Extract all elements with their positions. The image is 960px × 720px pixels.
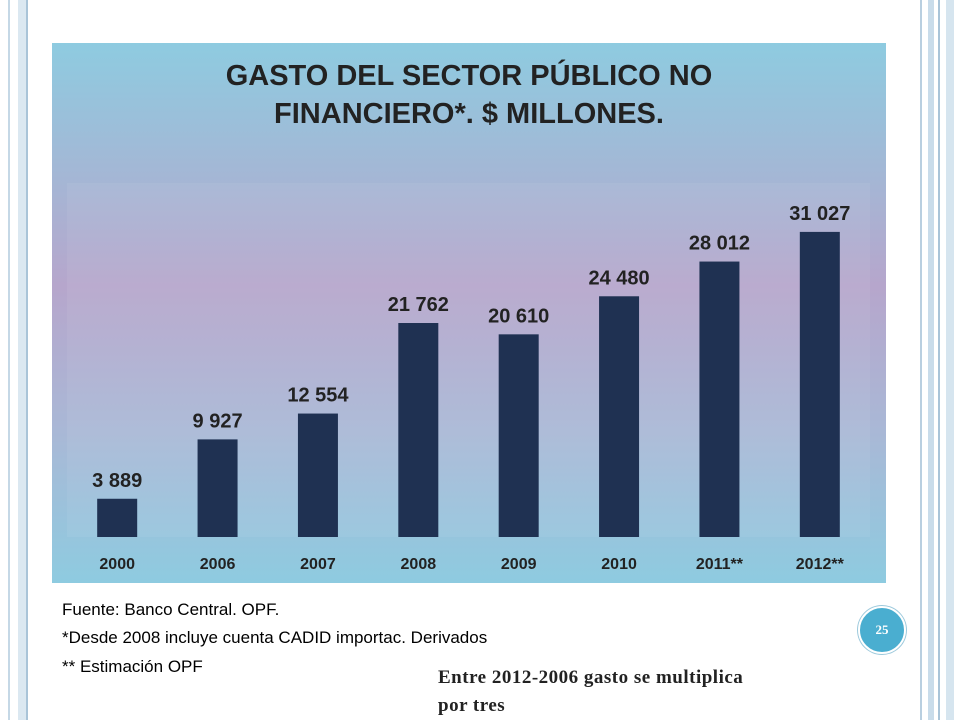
conclusion-note: Entre 2012-2006 gasto se multiplica por … (438, 667, 744, 716)
chart-title: GASTO DEL SECTOR PÚBLICO NO FINANCIERO*.… (52, 57, 886, 133)
slide-left-border (0, 0, 28, 720)
data-label-2008: 21 762 (388, 294, 449, 316)
data-label-2006: 9 927 (193, 410, 243, 432)
data-label-2010: 24 480 (588, 267, 649, 289)
x-tick-2000: 2000 (99, 556, 135, 573)
page-number-badge: 25 (858, 606, 906, 654)
bar-2011** (699, 261, 740, 537)
footnote-estimate: ** Estimación OPF (62, 657, 203, 676)
bar-2010 (599, 296, 640, 537)
x-tick-2006: 2006 (200, 556, 236, 573)
bar-2009 (498, 334, 539, 537)
data-label-2012**: 31 027 (789, 203, 850, 225)
x-tick-2009: 2009 (501, 556, 537, 573)
source-text: Fuente: Banco Central. OPF. (62, 600, 280, 619)
data-label-2009: 20 610 (488, 305, 549, 327)
x-tick-2008: 2008 (401, 556, 437, 573)
x-tick-2011**: 2011** (696, 556, 744, 573)
bar-2012** (799, 231, 840, 537)
chart-title-line-2: FINANCIERO*. $ MILLONES. (274, 98, 664, 130)
bar-2006 (197, 439, 238, 537)
chart-panel: GASTO DEL SECTOR PÚBLICO NO FINANCIERO*.… (52, 43, 886, 583)
chart-title-line-1: GASTO DEL SECTOR PÚBLICO NO (225, 60, 713, 92)
data-label-2011**: 28 012 (689, 233, 750, 255)
bar-2000 (97, 498, 138, 537)
bar-chart: 3 889 2000 9 927 2006 12 554 2007 21 762 2008 20… (67, 183, 870, 573)
x-tick-2010: 2010 (601, 556, 637, 573)
x-tick-2012**: 2012** (796, 556, 845, 573)
bar-2008 (398, 323, 439, 537)
slide-right-border (916, 0, 960, 720)
data-label-2000: 3 889 (92, 470, 142, 492)
data-label-2007: 12 554 (287, 385, 349, 407)
footnote-cadid: *Desde 2008 incluye cuenta CADID importa… (62, 628, 488, 647)
x-tick-2007: 2007 (300, 556, 336, 573)
bar-2007 (297, 413, 338, 537)
slide-left-border-line (8, 0, 10, 720)
